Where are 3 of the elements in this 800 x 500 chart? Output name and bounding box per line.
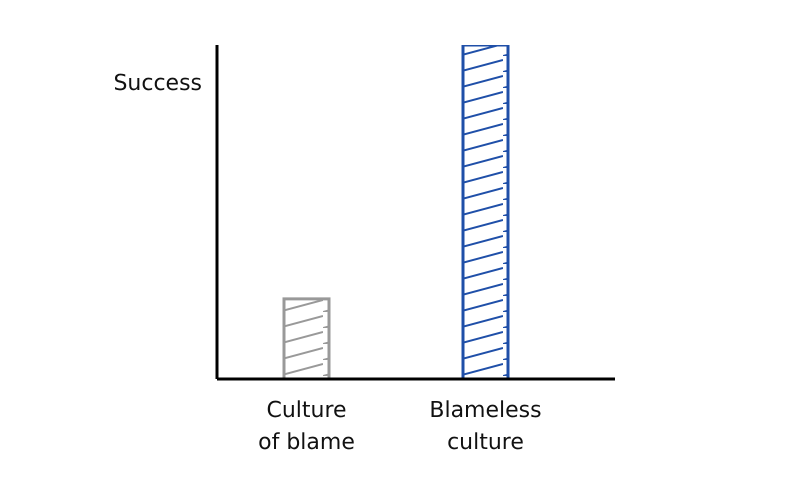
x-tick-label: Culture of blame bbox=[258, 398, 355, 455]
y-axis-title: Success bbox=[113, 71, 202, 96]
x-tick-label: Blameless culture bbox=[429, 398, 542, 455]
